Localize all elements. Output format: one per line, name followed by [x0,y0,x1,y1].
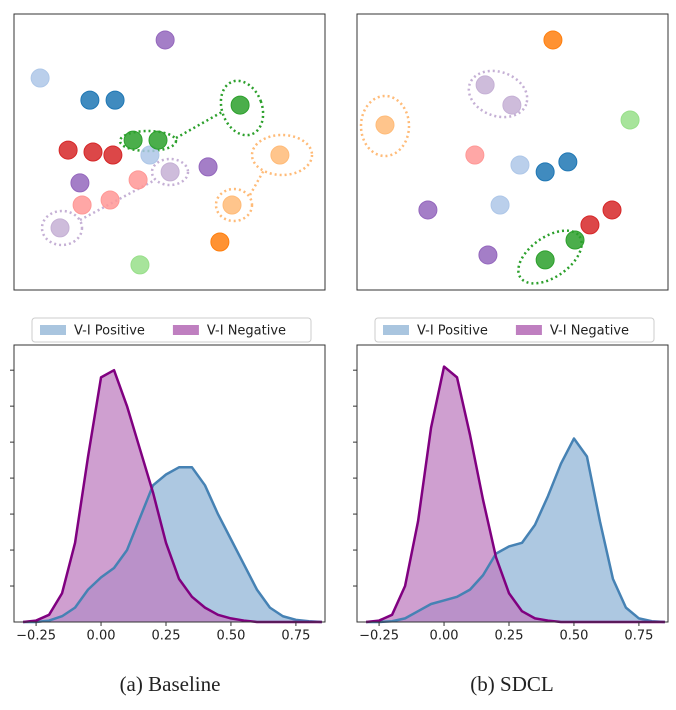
legend-swatch [515,325,542,335]
cluster-point [375,115,395,135]
ellipse [250,133,314,177]
axes-frame [356,13,669,291]
cluster-point [128,170,148,190]
cluster-point [105,90,125,110]
cluster-point [130,255,150,275]
cluster-point [535,162,555,182]
cluster-point [103,145,123,165]
cluster-point [270,145,290,165]
cluster-point [83,142,103,162]
x-tick-label: 0.75 [281,629,310,644]
cluster-point [222,195,242,215]
x-tick-label: 0.50 [216,629,245,644]
legend-swatch [383,325,409,335]
cluster-point [80,90,100,110]
ellipse [150,157,190,187]
cluster-point [140,145,160,165]
axes-frame [13,13,326,291]
caption: (b) SDCL [470,672,553,696]
legend-swatch [172,325,199,335]
x-tick-label: −0.25 [16,629,56,644]
cluster-point [70,173,90,193]
cluster-point [490,195,510,215]
legend-swatch [40,325,66,335]
cluster-point [160,162,180,182]
axes-frame [13,344,326,623]
cluster-point [620,110,640,130]
cluster-point [510,155,530,175]
cluster-point [148,130,168,150]
ellipse [214,187,254,223]
axes-frame [356,344,669,623]
connector [175,110,223,140]
ellipse [40,209,84,247]
legend-label: V-I Negative [550,324,629,339]
cluster-point [465,145,485,165]
cluster-point [210,232,230,252]
cluster-point [100,190,120,210]
cluster-point [502,95,522,115]
cluster-point [602,200,622,220]
cluster-point [230,95,250,115]
cluster-point [123,130,143,150]
x-tick-label: 0.00 [430,629,459,644]
ellipse [467,69,529,119]
legend-box [31,317,312,343]
x-tick-label: 0.25 [495,629,524,644]
legend-label: V-I Positive [74,324,145,339]
density-line [366,437,665,624]
connector [248,169,266,196]
legend-label: V-I Negative [207,324,286,339]
density-area [366,438,665,622]
caption: (a) Baseline [120,672,221,696]
cluster-point [535,250,555,270]
cluster-point [50,218,70,238]
ellipse [219,79,265,137]
density-line [23,466,322,624]
x-tick-label: −0.25 [359,629,399,644]
cluster-point [580,215,600,235]
cluster-point [155,30,175,50]
cluster-point [565,230,585,250]
cluster-point [475,75,495,95]
x-tick-label: 0.25 [152,629,181,644]
legend-box [374,317,655,343]
density-area [23,370,322,622]
x-tick-label: 0.50 [559,629,588,644]
x-tick-label: 0.00 [87,629,116,644]
cluster-point [198,157,218,177]
cluster-point [558,152,578,172]
x-tick-label: 0.75 [624,629,653,644]
cluster-point [478,245,498,265]
cluster-point [58,140,78,160]
cluster-point [30,68,50,88]
cluster-point [418,200,438,220]
legend-label: V-I Positive [417,324,488,339]
density-area [366,366,665,622]
cluster-point [72,195,92,215]
cluster-point [543,30,563,50]
ellipse [359,94,411,158]
